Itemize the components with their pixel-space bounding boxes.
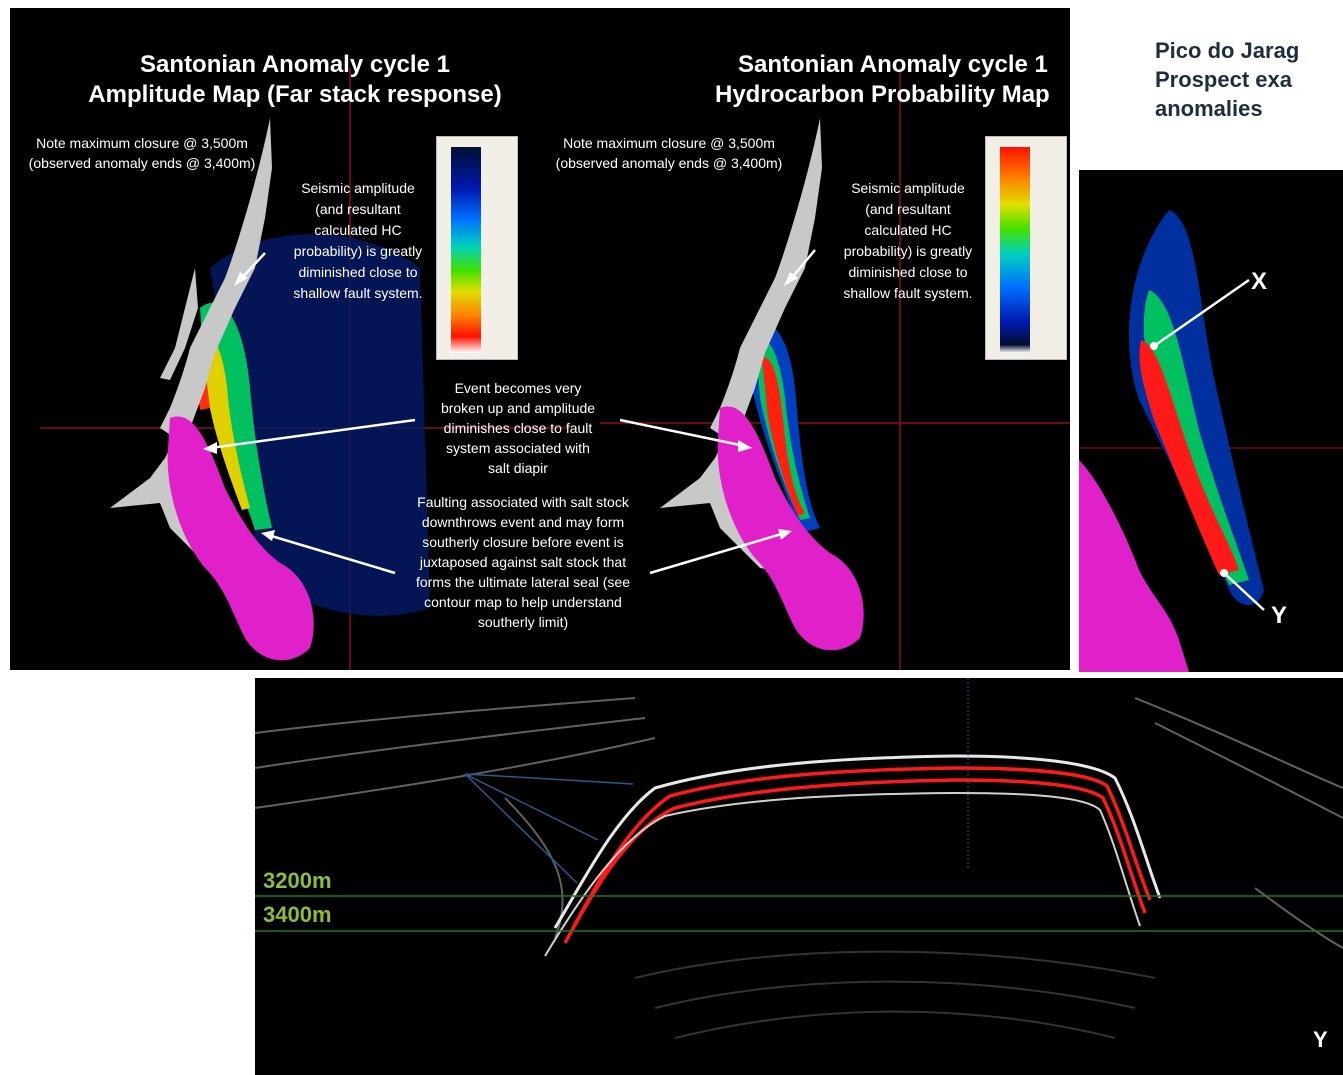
seismic-section-panel: 3200m 3400m Y xyxy=(255,678,1343,1075)
faulting-note: Faulting associated with salt stock down… xyxy=(398,492,648,632)
right-seismic-note-line-1: Seismic amplitude xyxy=(851,180,965,196)
arrowhead-faulting-right xyxy=(778,529,792,540)
deep-reflectors xyxy=(634,950,1156,1039)
right-closure-note: Note maximum closure @ 3,500m (observed … xyxy=(535,133,803,173)
left-map-title-line-1: Santonian Anomaly cycle 1 xyxy=(140,51,450,78)
left-closure-note-line-1: Note maximum closure @ 3,500m xyxy=(36,135,248,151)
section-graphics xyxy=(255,678,1343,1039)
zoom-label-x: X xyxy=(1251,268,1268,295)
arrowhead-event-left xyxy=(203,442,217,454)
left-closure-note-line-2: (observed anomaly ends @ 3,400m) xyxy=(28,155,256,171)
anticline-anomaly-upper xyxy=(571,766,1152,929)
zoom-probability-panel: X Y xyxy=(1079,170,1343,672)
left-seismic-note-line-3: calculated HC xyxy=(314,222,402,238)
pointer-x xyxy=(1153,278,1250,348)
right-seismic-note-line-4: probability) is greatly xyxy=(843,243,973,259)
event-broken-line-5: salt diapir xyxy=(488,460,548,476)
faulting-line-7: southerly limit) xyxy=(477,614,569,630)
right-closure-note-line-1: Note maximum closure @ 3,500m xyxy=(563,135,775,151)
zoom-label-y: Y xyxy=(1271,602,1288,629)
arrow-seismic-right xyxy=(789,249,816,281)
right-map-title-line-2: Hydrocarbon Probability Map xyxy=(715,81,1050,108)
background-reflectors xyxy=(255,697,1343,949)
faulting-line-1: Faulting associated with salt stock xyxy=(417,494,629,510)
pointer-y xyxy=(1223,572,1265,611)
fault-system-left xyxy=(110,118,272,578)
salt-diapir-right xyxy=(717,406,864,651)
amplitude-high-left xyxy=(202,336,250,510)
arrow-faulting-left xyxy=(267,533,396,575)
right-seismic-note-line-5: diminished close to xyxy=(848,264,968,280)
right-seismic-note-line-3: calculated HC xyxy=(864,222,952,238)
slide-title-line-3: anomalies xyxy=(1155,96,1263,121)
map-comparison-panel: Santonian Anomaly cycle 1 Amplitude Map … xyxy=(10,8,1070,670)
left-seismic-note: Seismic amplitude (and resultant calcula… xyxy=(278,178,438,304)
right-closure-note-line-2: (observed anomaly ends @ 3,400m) xyxy=(555,155,783,171)
faulting-line-6: contour map to help understand xyxy=(424,594,622,610)
anticline-top-reflector xyxy=(553,754,1162,929)
left-map-title: Santonian Anomaly cycle 1 Amplitude Map … xyxy=(65,50,525,110)
right-seismic-note-line-6: shallow fault system. xyxy=(843,285,973,301)
slide-title-line-1: Pico do Jarag xyxy=(1155,38,1300,63)
left-seismic-note-line-1: Seismic amplitude xyxy=(301,180,415,196)
zoom-probability-high xyxy=(1139,340,1239,575)
event-broken-line-2: broken up and amplitude xyxy=(440,400,596,416)
zoom-salt xyxy=(1079,460,1189,672)
anticline-base-reflector xyxy=(544,791,1141,957)
section-label-y: Y xyxy=(1313,1027,1328,1052)
depth-label-3200: 3200m xyxy=(263,868,332,893)
arrowhead-faulting-left xyxy=(261,530,275,541)
right-seismic-note-line-2: (and resultant xyxy=(865,201,951,217)
zoom-graphics xyxy=(1079,210,1343,672)
amplitude-color-legend xyxy=(436,136,518,360)
arrowhead-seismic-left xyxy=(234,272,248,286)
amplitude-color-bar xyxy=(451,147,481,353)
depth-label-3400: 3400m xyxy=(263,902,332,927)
pointer-arrows xyxy=(464,773,634,884)
salt-diapir-left xyxy=(167,416,314,661)
event-broken-line-1: Event becomes very xyxy=(454,380,582,396)
arrowhead-seismic-right xyxy=(784,272,798,286)
faulting-line-5: forms the ultimate lateral seal (see xyxy=(416,574,630,590)
arrow-faulting-right xyxy=(649,531,786,575)
left-seismic-note-line-5: diminished close to xyxy=(298,264,418,280)
faulting-line-4: juxtaposed against salt stock that xyxy=(419,554,627,570)
right-map-title-line-1: Santonian Anomaly cycle 1 xyxy=(738,51,1048,78)
left-closure-note: Note maximum closure @ 3,500m (observed … xyxy=(10,133,276,173)
right-seismic-note: Seismic amplitude (and resultant calcula… xyxy=(828,178,988,304)
right-map-title: Santonian Anomaly cycle 1 Hydrocarbon Pr… xyxy=(715,50,1070,110)
arrow-event-left xyxy=(209,418,416,450)
arrow-event-right xyxy=(619,418,746,448)
zoom-probability-mid xyxy=(1143,290,1249,585)
event-broken-line-3: diminishes close to fault xyxy=(443,420,593,436)
pointer-x-dot xyxy=(1150,342,1158,350)
left-map-title-line-2: Amplitude Map (Far stack response) xyxy=(88,81,502,108)
map-graphics xyxy=(40,68,1070,670)
probability-color-legend xyxy=(985,136,1067,360)
probability-color-bar xyxy=(1000,147,1030,353)
left-seismic-note-line-4: probability) is greatly xyxy=(293,243,423,259)
pointer-y-dot xyxy=(1220,569,1228,577)
arrowhead-event-right xyxy=(738,440,752,452)
faulting-line-2: downthrows event and may form xyxy=(421,514,625,530)
slide-title-line-2: Prospect exa xyxy=(1155,67,1292,92)
event-broken-note: Event becomes very broken up and amplitu… xyxy=(418,378,618,478)
event-broken-line-4: system associated with xyxy=(446,440,590,456)
fault-branch-left xyxy=(160,268,198,380)
slide-title: Pico do Jarag Prospect exa anomalies xyxy=(1155,36,1299,123)
left-seismic-note-line-2: (and resultant xyxy=(315,201,401,217)
faulting-line-3: southerly closure before event is xyxy=(422,534,624,550)
left-seismic-note-line-6: shallow fault system. xyxy=(293,285,423,301)
fault-system-right xyxy=(660,118,822,578)
anticline-anomaly-lower xyxy=(563,778,1147,944)
probability-high-right xyxy=(762,357,805,516)
zoom-probability-field xyxy=(1129,210,1264,605)
